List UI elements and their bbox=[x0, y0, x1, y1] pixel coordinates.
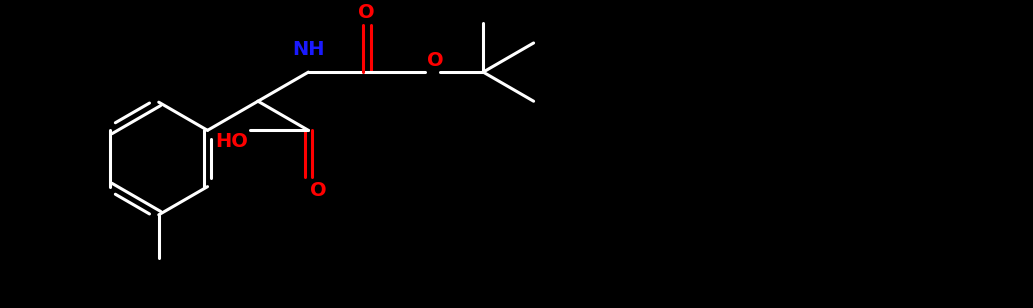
Text: NH: NH bbox=[292, 39, 324, 59]
Text: O: O bbox=[358, 2, 375, 22]
Text: O: O bbox=[310, 181, 327, 200]
Text: O: O bbox=[427, 51, 443, 70]
Text: HO: HO bbox=[215, 132, 248, 151]
